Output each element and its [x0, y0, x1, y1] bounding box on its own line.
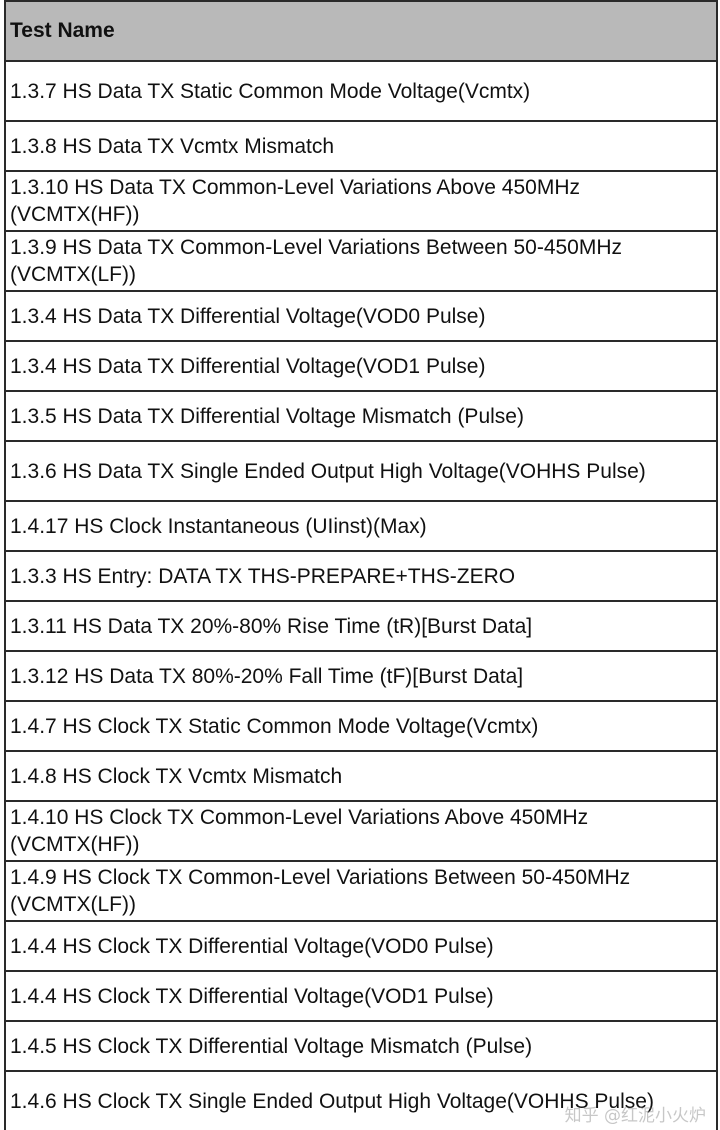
- table-row: 1.4.9 HS Clock TX Common-Level Variation…: [4, 860, 718, 922]
- table-row: 1.3.4 HS Data TX Differential Voltage(VO…: [4, 340, 718, 392]
- column-header-test-name: Test Name: [4, 0, 718, 62]
- table-row: 1.3.6 HS Data TX Single Ended Output Hig…: [4, 440, 718, 502]
- table-row: 1.4.7 HS Clock TX Static Common Mode Vol…: [4, 700, 718, 752]
- table-row: 1.3.8 HS Data TX Vcmtx Mismatch: [4, 120, 718, 172]
- watermark: 知乎 @红泥小火炉: [564, 1106, 706, 1126]
- test-name-cell: 1.3.5 HS Data TX Differential Voltage Mi…: [4, 390, 718, 442]
- table-row: 1.4.6 HS Clock TX Single Ended Output Hi…: [4, 1070, 718, 1130]
- table-row: 1.3.4 HS Data TX Differential Voltage(VO…: [4, 290, 718, 342]
- test-name-cell: 1.4.9 HS Clock TX Common-Level Variation…: [4, 860, 718, 922]
- table-row: 1.4.4 HS Clock TX Differential Voltage(V…: [4, 970, 718, 1022]
- table-header-row: Test Name: [4, 0, 718, 62]
- table-row: 1.3.12 HS Data TX 80%-20% Fall Time (tF)…: [4, 650, 718, 702]
- test-name-cell: 1.3.10 HS Data TX Common-Level Variation…: [4, 170, 718, 232]
- table-row: 1.3.5 HS Data TX Differential Voltage Mi…: [4, 390, 718, 442]
- table-row: 1.3.9 HS Data TX Common-Level Variations…: [4, 230, 718, 292]
- test-name-cell: 1.3.7 HS Data TX Static Common Mode Volt…: [4, 60, 718, 122]
- table-row: 1.3.10 HS Data TX Common-Level Variation…: [4, 170, 718, 232]
- test-name-cell: 1.4.7 HS Clock TX Static Common Mode Vol…: [4, 700, 718, 752]
- test-name-cell: 1.3.12 HS Data TX 80%-20% Fall Time (tF)…: [4, 650, 718, 702]
- test-name-cell: 1.4.4 HS Clock TX Differential Voltage(V…: [4, 920, 718, 972]
- test-name-cell: 1.3.11 HS Data TX 20%-80% Rise Time (tR)…: [4, 600, 718, 652]
- table-row: 1.4.4 HS Clock TX Differential Voltage(V…: [4, 920, 718, 972]
- table-row: 1.4.10 HS Clock TX Common-Level Variatio…: [4, 800, 718, 862]
- table-row: 1.4.17 HS Clock Instantaneous (UIinst)(M…: [4, 500, 718, 552]
- test-name-cell: 1.4.6 HS Clock TX Single Ended Output Hi…: [4, 1070, 718, 1130]
- table-row: 1.4.8 HS Clock TX Vcmtx Mismatch: [4, 750, 718, 802]
- test-name-cell: 1.3.3 HS Entry: DATA TX THS-PREPARE+THS-…: [4, 550, 718, 602]
- test-name-cell: 1.4.10 HS Clock TX Common-Level Variatio…: [4, 800, 718, 862]
- test-name-cell: 1.3.4 HS Data TX Differential Voltage(VO…: [4, 290, 718, 342]
- test-name-table: Test Name 1.3.7 HS Data TX Static Common…: [4, 0, 718, 1130]
- test-name-cell: 1.4.4 HS Clock TX Differential Voltage(V…: [4, 970, 718, 1022]
- test-name-cell: 1.4.8 HS Clock TX Vcmtx Mismatch: [4, 750, 718, 802]
- test-name-cell: 1.4.17 HS Clock Instantaneous (UIinst)(M…: [4, 500, 718, 552]
- test-name-cell: 1.3.8 HS Data TX Vcmtx Mismatch: [4, 120, 718, 172]
- table-row: 1.4.5 HS Clock TX Differential Voltage M…: [4, 1020, 718, 1072]
- table-row: 1.3.11 HS Data TX 20%-80% Rise Time (tR)…: [4, 600, 718, 652]
- test-name-cell: 1.3.6 HS Data TX Single Ended Output Hig…: [4, 440, 718, 502]
- table-row: 1.3.3 HS Entry: DATA TX THS-PREPARE+THS-…: [4, 550, 718, 602]
- test-name-cell: 1.3.4 HS Data TX Differential Voltage(VO…: [4, 340, 718, 392]
- test-name-cell: 1.4.5 HS Clock TX Differential Voltage M…: [4, 1020, 718, 1072]
- table-row: 1.3.7 HS Data TX Static Common Mode Volt…: [4, 60, 718, 122]
- test-name-cell: 1.3.9 HS Data TX Common-Level Variations…: [4, 230, 718, 292]
